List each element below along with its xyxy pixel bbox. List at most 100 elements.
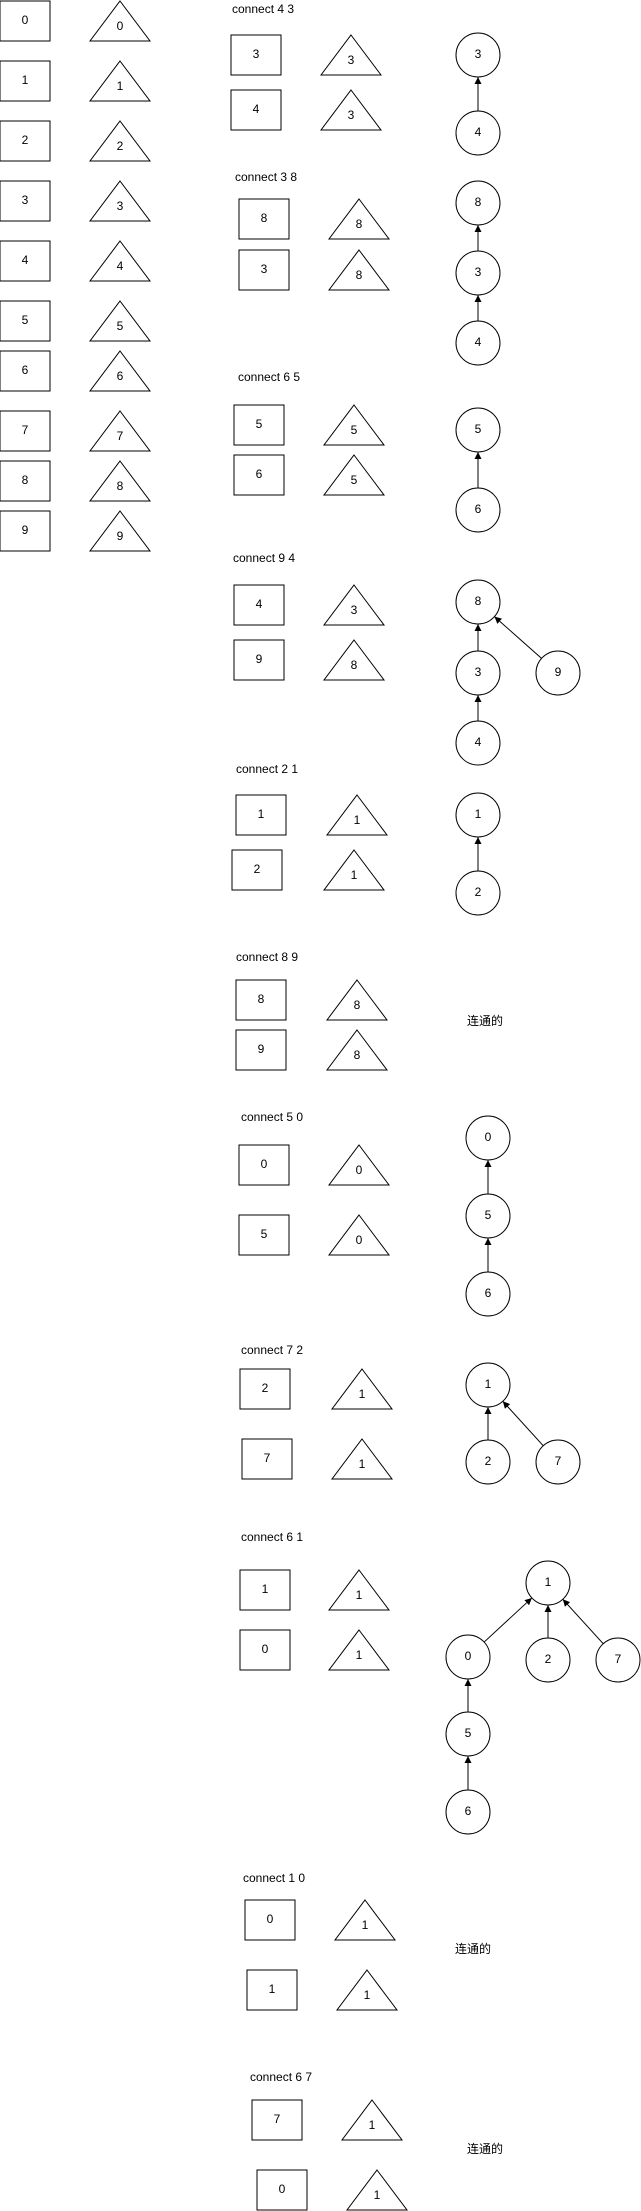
element-box: 6 (233, 454, 285, 496)
element-box: 0 (238, 1144, 290, 1186)
node-label: 7 (555, 1454, 562, 1468)
node-label: 3 (475, 665, 482, 679)
triangle-shape (326, 979, 388, 1021)
triangle-shape (341, 2099, 403, 2141)
parent-triangle: 8 (328, 249, 390, 291)
tree-node: 1 (455, 792, 501, 838)
triangle-shape (320, 34, 382, 76)
box-shape (0, 460, 51, 502)
triangle-label: 1 (117, 79, 124, 93)
box-shape (0, 60, 51, 102)
box-label: 7 (274, 2112, 281, 2126)
box-shape (0, 180, 51, 222)
node-label: 7 (615, 1652, 622, 1666)
tree-node: 8 (455, 579, 501, 625)
triangle-label: 1 (356, 1588, 363, 1602)
triangle-label: 7 (117, 429, 124, 443)
box-shape (239, 1368, 291, 1410)
node-circle (455, 250, 501, 296)
triangle-label: 1 (351, 868, 358, 882)
triangle-shape (328, 249, 390, 291)
parent-triangle: 2 (89, 120, 151, 162)
connect-step: connect 6 1 1 0 1 1 1 0 2 7 5 6 (239, 1530, 641, 1835)
connect-step: connect 7 2 2 7 1 1 1 2 7 (239, 1343, 581, 1485)
step-caption: connect 6 1 (241, 1530, 303, 1544)
box-label: 3 (22, 193, 29, 207)
node-circle (455, 792, 501, 838)
node-label: 5 (465, 1726, 472, 1740)
box-label: 6 (256, 467, 263, 481)
box-shape (231, 849, 283, 891)
connected-note: 连通的 (467, 2141, 503, 2156)
triangle-label: 5 (351, 473, 358, 487)
triangle-label: 0 (356, 1233, 363, 1247)
tree-node: 5 (455, 407, 501, 453)
box-label: 5 (261, 1227, 268, 1241)
parent-triangle: 8 (326, 1029, 388, 1071)
box-label: 2 (262, 1381, 269, 1395)
box-label: 1 (258, 807, 265, 821)
parent-triangle: 0 (328, 1144, 390, 1186)
triangle-label: 3 (351, 603, 358, 617)
triangle-label: 8 (354, 998, 361, 1012)
tree-node: 7 (535, 1439, 581, 1485)
node-label: 9 (555, 665, 562, 679)
triangle-label: 1 (359, 1457, 366, 1471)
triangle-label: 1 (359, 1387, 366, 1401)
node-label: 1 (485, 1377, 492, 1391)
node-label: 1 (545, 1575, 552, 1589)
box-shape (244, 1899, 296, 1941)
box-shape (0, 300, 51, 342)
element-box: 7 (0, 410, 51, 452)
element-box: 9 (233, 639, 285, 681)
node-label: 2 (475, 885, 482, 899)
parent-triangle: 1 (336, 1969, 398, 2011)
step-caption: connect 9 4 (233, 551, 295, 565)
element-box: 0 (0, 0, 51, 42)
box-label: 5 (22, 313, 29, 327)
box-shape (238, 1214, 290, 1256)
node-label: 6 (475, 502, 482, 516)
connect-step: connect 6 7 7 0 1 1 连通的 (250, 2070, 503, 2211)
parent-triangle: 1 (328, 1569, 390, 1611)
tree-node: 4 (455, 720, 501, 766)
tree-node: 3 (455, 650, 501, 696)
triangle-shape (89, 60, 151, 102)
element-box: 6 (0, 350, 51, 392)
box-shape (0, 410, 51, 452)
tree-node: 3 (455, 32, 501, 78)
box-label: 7 (22, 423, 29, 437)
connect-step: connect 8 9 8 9 8 8 连通的 (235, 950, 503, 1071)
triangle-shape (89, 0, 151, 42)
node-label: 2 (485, 1454, 492, 1468)
node-circle (535, 1439, 581, 1485)
node-label: 8 (475, 195, 482, 209)
box-shape (0, 350, 51, 392)
tree: 56 (455, 407, 501, 533)
tree-node: 7 (595, 1637, 641, 1683)
triangle-shape (89, 410, 151, 452)
triangle-shape (89, 350, 151, 392)
parent-triangle: 7 (89, 410, 151, 452)
parent-triangle: 1 (89, 60, 151, 102)
parent-triangle: 5 (89, 300, 151, 342)
box-shape (0, 510, 51, 552)
element-box: 4 (0, 240, 51, 282)
node-label: 3 (475, 265, 482, 279)
box-label: 4 (22, 253, 29, 267)
box-shape (239, 1569, 291, 1611)
parent-triangle: 1 (346, 2169, 408, 2211)
element-box: 8 (0, 460, 51, 502)
triangle-shape (323, 849, 385, 891)
box-label: 4 (253, 102, 260, 116)
triangle-label: 5 (117, 319, 124, 333)
node-label: 2 (545, 1652, 552, 1666)
node-label: 4 (475, 735, 482, 749)
parent-triangle: 1 (328, 1629, 390, 1671)
triangle-label: 8 (356, 268, 363, 282)
box-shape (246, 1969, 298, 2011)
initial-state: 0 1 2 3 4 5 6 7 8 9 0 1 2 3 4 5 6 7 8 9 (0, 0, 151, 552)
node-label: 3 (475, 47, 482, 61)
element-box: 1 (239, 1569, 291, 1611)
